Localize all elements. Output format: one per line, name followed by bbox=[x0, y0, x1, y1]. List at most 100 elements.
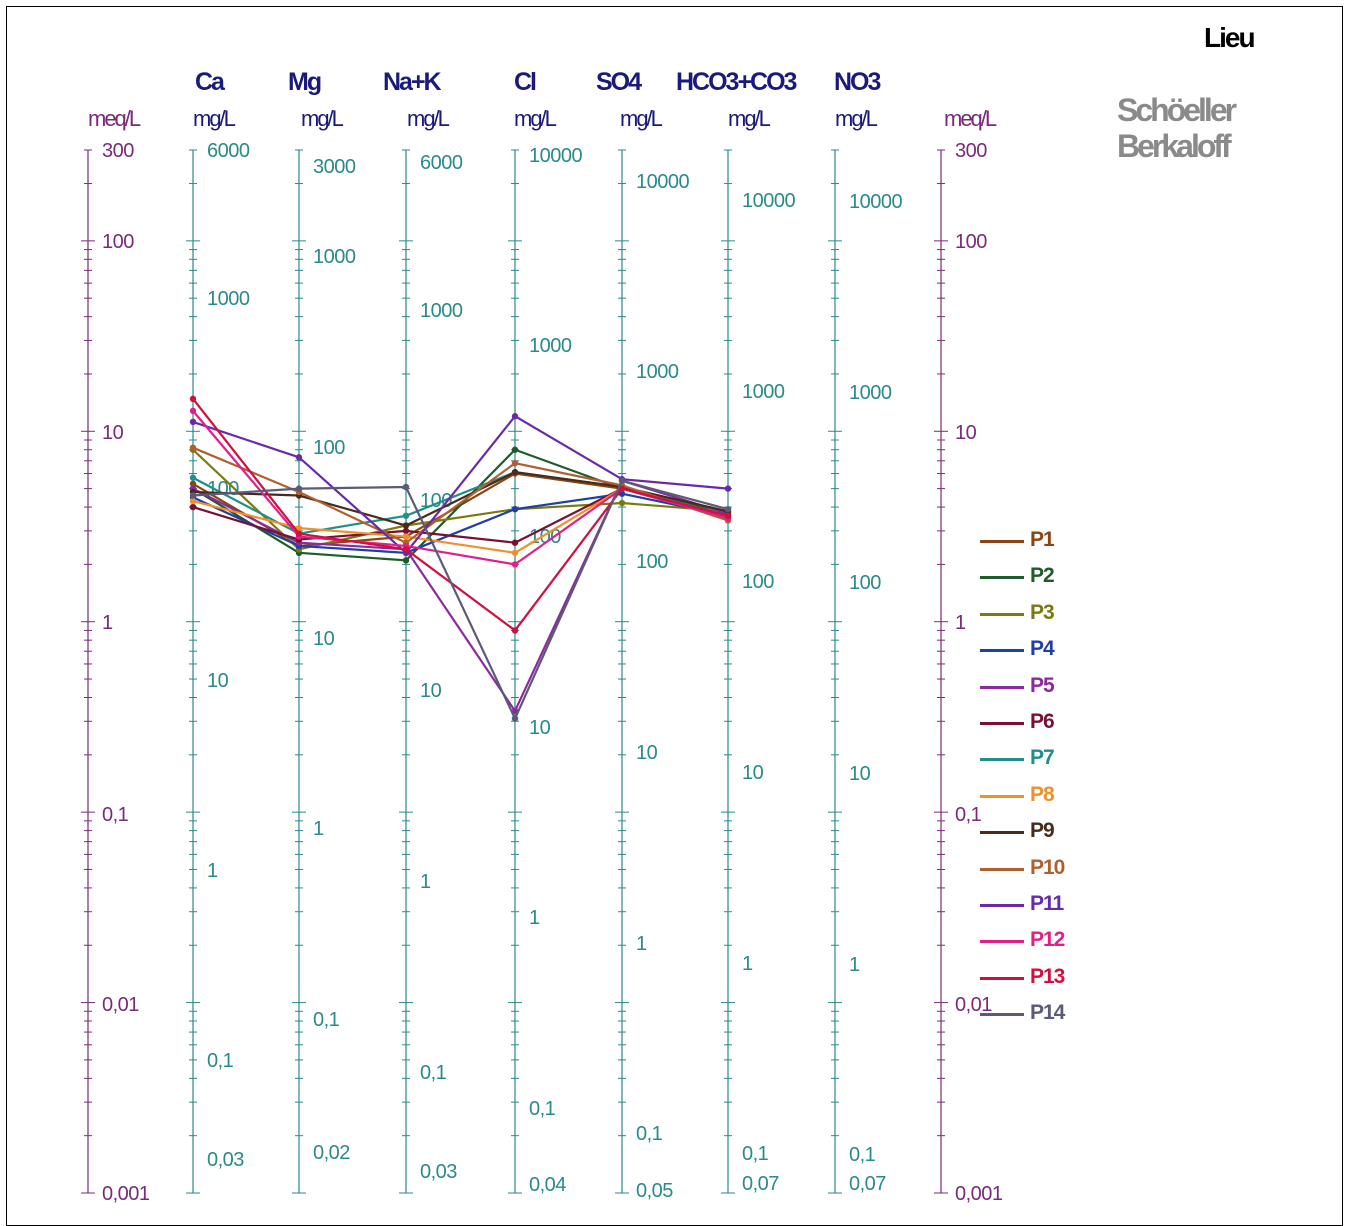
data-point bbox=[402, 546, 410, 553]
data-point bbox=[189, 480, 197, 487]
axis-NO3: 10000 1000 100 10 1 0,1 0,07 bbox=[828, 149, 903, 1195]
tick-label: 10 bbox=[955, 422, 977, 444]
data-point bbox=[511, 549, 519, 557]
series-P14 bbox=[189, 477, 732, 722]
tick-label: 0,1 bbox=[102, 804, 129, 826]
legend-swatch bbox=[980, 867, 1024, 871]
tick-label: 0,1 bbox=[955, 804, 982, 826]
tick-label: 100 bbox=[102, 231, 134, 253]
axis-unit-HCO3: mg/L bbox=[728, 106, 771, 131]
legend-swatch bbox=[980, 940, 1024, 944]
data-point bbox=[511, 446, 519, 453]
data-point bbox=[189, 492, 197, 499]
legend-label: P11 bbox=[1030, 891, 1064, 915]
legend-label: P10 bbox=[1030, 855, 1065, 879]
tick-label: 10 bbox=[102, 422, 124, 444]
axis-meq_right: 300 100 10 1 0,1 0,01 0,001 bbox=[934, 140, 1003, 1205]
axis-unit-SO4: mg/L bbox=[620, 106, 663, 131]
axis-meq_left: 300 100 10 1 0,1 0,01 0,001 bbox=[81, 140, 150, 1205]
tick-label: 1 bbox=[420, 871, 431, 893]
legend-swatch bbox=[980, 903, 1024, 907]
tick-label: 100 bbox=[955, 231, 987, 253]
legend-swatch bbox=[980, 1013, 1024, 1017]
axis-header-HCO3: HCO3+CO3 bbox=[676, 68, 797, 96]
data-point bbox=[724, 485, 732, 492]
tick-label: 10000 bbox=[636, 171, 689, 193]
tick-label: 0,1 bbox=[313, 1009, 340, 1031]
legend-swatch bbox=[980, 794, 1024, 798]
legend-label: P8 bbox=[1030, 782, 1055, 806]
legend-label: P7 bbox=[1030, 746, 1055, 770]
data-point bbox=[511, 627, 519, 634]
series-P13 bbox=[189, 395, 732, 634]
data-point bbox=[402, 533, 410, 540]
data-point bbox=[295, 485, 303, 492]
legend-label: P6 bbox=[1030, 709, 1055, 733]
diagram-name: Schöeller Berkaloff bbox=[1117, 92, 1237, 164]
series-line bbox=[192, 479, 729, 722]
tick-label: 0,07 bbox=[742, 1173, 779, 1195]
legend-swatch bbox=[980, 831, 1024, 835]
tick-label: 1 bbox=[849, 954, 860, 976]
tick-label: 0,05 bbox=[636, 1180, 673, 1202]
series-line bbox=[192, 414, 729, 555]
tick-label: 10 bbox=[742, 762, 764, 784]
tick-label: 1000 bbox=[529, 335, 572, 357]
tick-label: 0,03 bbox=[420, 1161, 457, 1183]
series-P11 bbox=[189, 413, 732, 557]
tick-label: 10 bbox=[207, 670, 229, 692]
tick-label: 10 bbox=[849, 763, 871, 785]
tick-label: 0,02 bbox=[313, 1142, 350, 1164]
data-point bbox=[511, 459, 519, 467]
series-P5 bbox=[189, 477, 732, 715]
data-point bbox=[189, 474, 197, 481]
axis-unit-Mg: mg/L bbox=[301, 106, 344, 131]
tick-label: 0,1 bbox=[742, 1143, 769, 1165]
tick-label: 10 bbox=[529, 717, 551, 739]
data-point bbox=[402, 512, 410, 519]
tick-label: 100 bbox=[849, 572, 881, 594]
data-point bbox=[402, 527, 410, 535]
tick-label: 0,04 bbox=[529, 1174, 566, 1196]
tick-label: 6000 bbox=[420, 152, 463, 174]
series-line bbox=[192, 479, 729, 714]
axis-Cl: 10000 1000 100 10 1 0,1 0,04 bbox=[508, 145, 583, 1196]
tick-label: 1000 bbox=[636, 361, 679, 383]
legend-swatch bbox=[980, 976, 1024, 980]
tick-label: 1000 bbox=[742, 381, 785, 403]
axis-header-Mg: Mg bbox=[288, 68, 322, 96]
tick-label: 1 bbox=[636, 933, 647, 955]
data-point bbox=[511, 413, 519, 420]
legend-swatch bbox=[980, 685, 1024, 689]
axis-header-Ca: Ca bbox=[195, 68, 225, 96]
tick-label: 0,01 bbox=[102, 994, 139, 1016]
axis-Mg: 3000 1000 100 10 1 0,1 0,02 bbox=[292, 149, 356, 1194]
legend-swatch bbox=[980, 576, 1024, 580]
tick-label: 0,1 bbox=[529, 1098, 556, 1120]
series-line bbox=[192, 446, 729, 544]
tick-label: 10 bbox=[636, 742, 658, 764]
data-point bbox=[189, 497, 197, 505]
tick-label: 10000 bbox=[849, 191, 902, 213]
diagram-name-line-1: Schöeller bbox=[1117, 92, 1237, 128]
data-point bbox=[511, 505, 519, 513]
legend-label: P14 bbox=[1030, 1001, 1065, 1025]
axis-unit-NaK: mg/L bbox=[407, 106, 450, 131]
data-point bbox=[189, 395, 197, 403]
data-point bbox=[295, 524, 303, 532]
tick-label: 0,03 bbox=[207, 1149, 244, 1171]
tick-label: 300 bbox=[102, 140, 134, 162]
data-point bbox=[511, 715, 519, 722]
legend-swatch bbox=[980, 758, 1024, 762]
legend-swatch bbox=[980, 721, 1024, 725]
axis-header-NO3: NO3 bbox=[834, 68, 881, 96]
tick-label: 1000 bbox=[849, 382, 892, 404]
axis-header-Cl: Cl bbox=[514, 68, 537, 96]
axis-header-SO4: SO4 bbox=[596, 68, 642, 96]
tick-label: 1000 bbox=[420, 300, 463, 322]
tick-label: 100 bbox=[742, 571, 774, 593]
tick-label: 10000 bbox=[529, 145, 582, 167]
data-point bbox=[402, 483, 410, 491]
